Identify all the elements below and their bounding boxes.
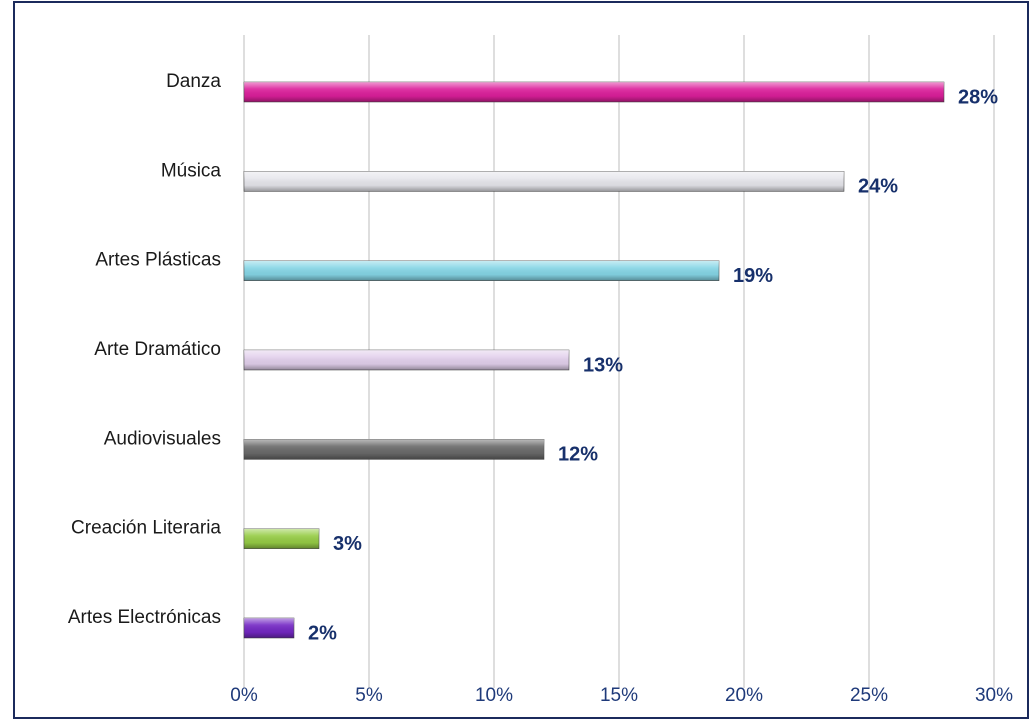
x-tick-label: 30% (975, 685, 1013, 706)
x-tick-label: 20% (725, 685, 763, 706)
y-tick-label: Artes Plásticas (95, 250, 221, 271)
bar-shine (244, 171, 844, 192)
y-tick-label: Arte Dramático (94, 339, 221, 360)
bar-shine (244, 260, 719, 281)
x-tick-label: 0% (230, 685, 258, 706)
bar-shine (244, 439, 544, 460)
bar-shine (244, 350, 569, 370)
bar-shine (244, 618, 294, 638)
bar-shine (244, 528, 319, 549)
x-tick-label: 10% (475, 685, 513, 706)
value-label: 2% (308, 622, 337, 644)
value-label: 19% (733, 265, 773, 287)
value-label: 28% (958, 86, 998, 108)
y-tick-label: Música (161, 160, 222, 181)
bar-shine (244, 82, 944, 102)
value-label: 24% (858, 176, 898, 198)
value-label: 12% (558, 444, 598, 466)
y-tick-label: Artes Electrónicas (68, 607, 221, 628)
frame (13, 1, 1029, 719)
x-tick-label: 15% (600, 685, 638, 706)
y-tick-label: Creación Literaria (71, 518, 221, 539)
value-label: 3% (333, 533, 362, 555)
x-tick-label: 5% (355, 685, 383, 706)
x-tick-label: 25% (850, 685, 888, 706)
value-label: 13% (583, 354, 623, 376)
y-tick-label: Audiovisuales (104, 428, 221, 449)
y-tick-label: Danza (166, 71, 221, 92)
